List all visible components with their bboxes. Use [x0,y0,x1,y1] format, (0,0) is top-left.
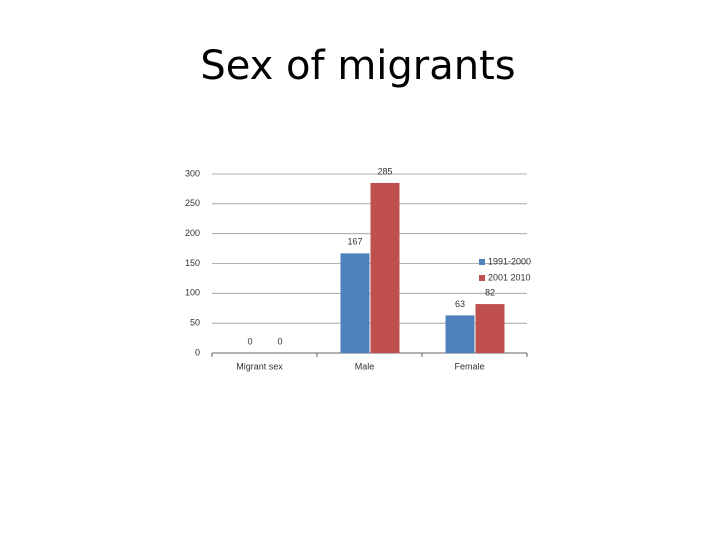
y-tick-label: 300 [185,168,200,178]
x-tick-label: Female [454,361,484,371]
y-tick-label: 200 [185,228,200,238]
data-label: 0 [247,336,252,346]
x-tick-label: Male [355,361,375,371]
y-tick-label: 250 [185,198,200,208]
y-tick-label: 150 [185,258,200,268]
y-tick-label: 0 [195,347,200,357]
bar [370,182,400,353]
data-label: 285 [377,166,392,176]
bar [445,315,475,353]
data-label: 82 [485,287,495,297]
chart-title: Sex of migrants [200,43,515,89]
y-tick-label: 50 [190,318,200,328]
data-label: 167 [347,237,362,247]
legend-swatch [479,275,485,281]
legend-label: 1991-2000 [488,256,531,266]
bar [340,253,370,353]
legend-swatch [479,259,485,265]
bar [475,304,505,353]
data-label: 63 [455,299,465,309]
x-tick-label: Migrant sex [236,361,283,371]
y-tick-label: 100 [185,288,200,298]
data-label: 0 [277,336,282,346]
legend-label: 2001 2010 [488,272,531,282]
